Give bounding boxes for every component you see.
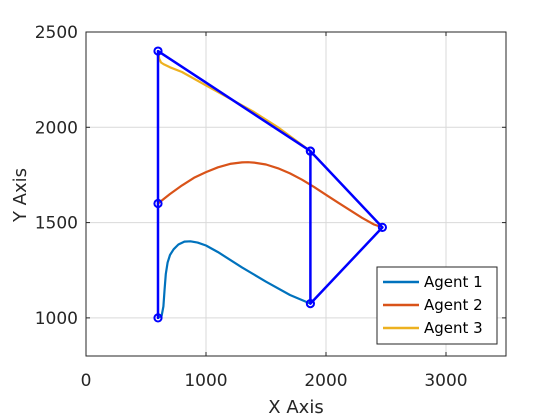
formation-point xyxy=(153,313,163,323)
series-line-3 xyxy=(156,49,312,153)
x-axis-label: X Axis xyxy=(268,397,323,418)
plot-frame xyxy=(85,31,507,357)
y-tick-label: 2000 xyxy=(35,118,78,138)
series-line-2 xyxy=(156,161,384,229)
y-tick-label: 2500 xyxy=(35,23,78,43)
y-tick-label: 1500 xyxy=(35,214,78,234)
legend-entry: Agent 1 xyxy=(424,273,483,291)
x-tick-label: 2000 xyxy=(304,371,347,391)
legend-entry: Agent 2 xyxy=(424,296,483,314)
formation-point xyxy=(305,298,315,309)
legend: Agent 1 Agent 2 Agent 3 xyxy=(376,266,498,345)
x-tick-label: 3000 xyxy=(424,371,467,391)
y-axis-label: Y Axis xyxy=(10,168,31,223)
legend-entry: Agent 3 xyxy=(424,319,483,337)
x-tick-label: 1000 xyxy=(184,371,227,391)
y-tick-label: 1000 xyxy=(35,309,78,329)
formation-point xyxy=(377,222,387,232)
plot-area xyxy=(153,46,387,323)
formation-line xyxy=(156,49,384,320)
tick-labels: 0 1000 2000 3000 1000 1500 2000 2500 xyxy=(35,23,506,391)
series-line-1 xyxy=(156,240,312,319)
formation-point xyxy=(153,198,163,209)
x-tick-label: 0 xyxy=(81,371,92,391)
formation-point xyxy=(305,146,315,156)
formation-point xyxy=(153,46,163,56)
